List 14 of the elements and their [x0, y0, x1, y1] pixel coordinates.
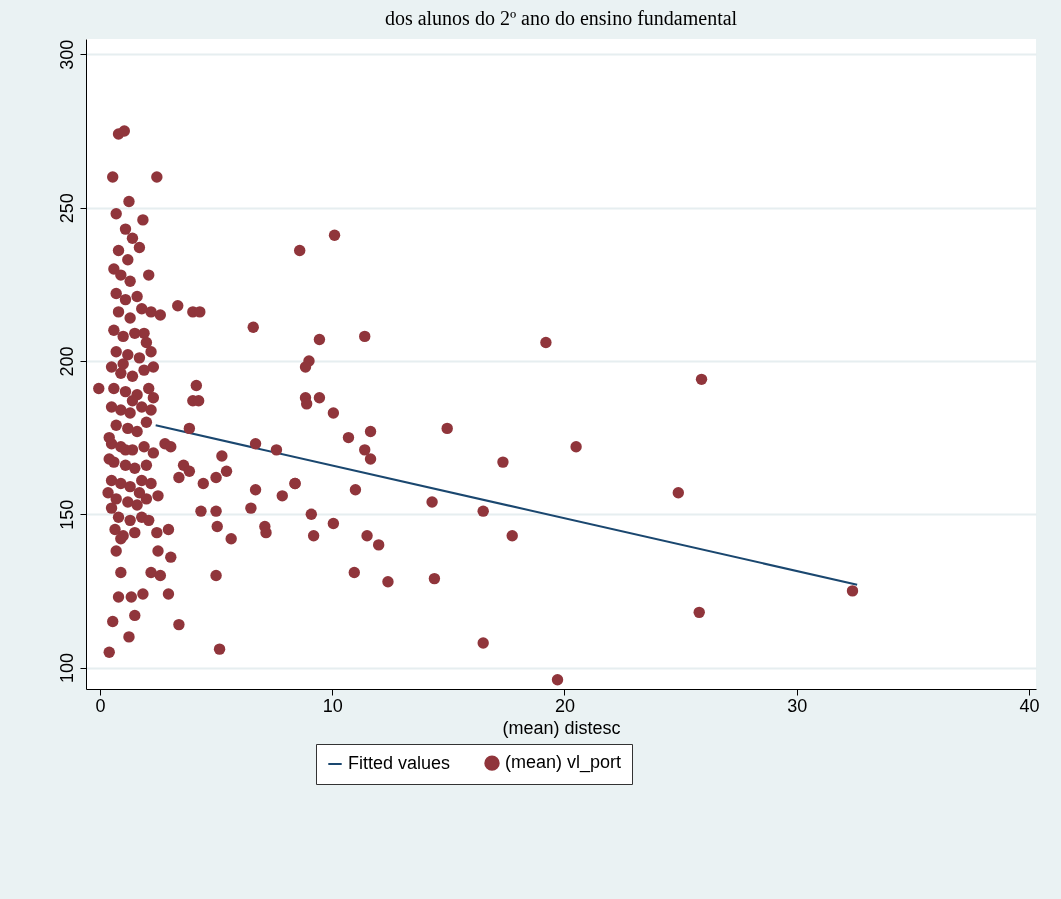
y-tick-label: 200	[56, 346, 77, 377]
x-tick-label: 40	[1019, 695, 1040, 716]
x-tick-label: 30	[787, 695, 808, 716]
legend-label: Fitted values	[348, 753, 451, 773]
y-tick-label: 100	[56, 653, 77, 684]
x-axis-title: (mean) distesc	[502, 717, 621, 738]
y-tick-label: 150	[56, 499, 77, 530]
chart-title: dos alunos do 2º ano do ensino fundamental	[384, 7, 738, 29]
x-tick-label: 0	[95, 695, 106, 716]
y-tick-label: 250	[56, 193, 77, 224]
y-tick-label: 300	[56, 39, 77, 70]
legend-label: (mean) vl_port	[505, 752, 622, 774]
x-tick-label: 10	[322, 695, 343, 716]
x-tick-label: 20	[554, 695, 575, 716]
